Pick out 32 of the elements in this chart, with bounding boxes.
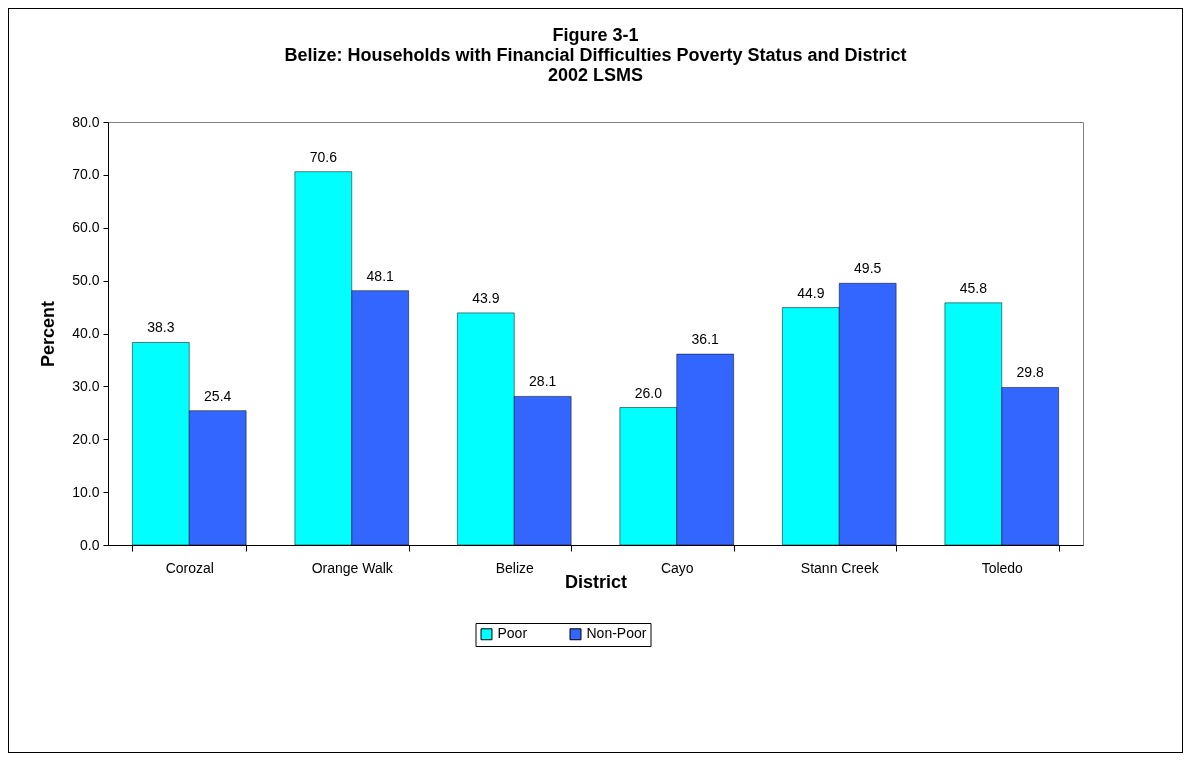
- y-tick-label: 80.0: [72, 113, 100, 130]
- data-label: 36.1: [691, 331, 720, 348]
- data-label: 29.8: [1016, 364, 1045, 381]
- data-label: 25.4: [204, 387, 232, 404]
- y-axis-title: Percent: [38, 300, 59, 368]
- data-label: 44.9: [797, 284, 825, 301]
- x-tick-label: Corozal: [165, 559, 214, 576]
- y-tick-label: 0.0: [80, 536, 100, 553]
- x-axis-title: District: [564, 571, 628, 592]
- legend-label: Poor: [497, 625, 528, 642]
- y-tick-label: 40.0: [72, 325, 100, 341]
- x-tick-label: Orange Walk: [311, 559, 394, 576]
- x-tick-label: Belize: [495, 559, 535, 576]
- data-label: 70.6: [309, 148, 338, 165]
- data-label: 48.1: [366, 267, 395, 284]
- data-label: 38.3: [147, 319, 175, 336]
- data-label: 26.0: [634, 384, 663, 401]
- y-tick-label: 70.0: [72, 166, 100, 183]
- y-tick-label: 30.0: [72, 377, 100, 394]
- data-label: 49.5: [854, 260, 882, 277]
- y-tick-label: 50.0: [72, 272, 100, 289]
- x-tick-label: Cayo: [660, 559, 694, 576]
- data-label: 43.9: [472, 289, 500, 306]
- data-label: 45.8: [959, 279, 988, 296]
- x-tick-label: Stann Creek: [800, 559, 880, 576]
- x-tick-label: Toledo: [981, 559, 1024, 576]
- data-label: 28.1: [529, 373, 557, 390]
- y-tick-label: 20.0: [72, 430, 100, 447]
- y-tick-label: 60.0: [72, 219, 100, 236]
- legend-label: Non-Poor: [586, 625, 647, 642]
- y-tick-label: 10.0: [72, 483, 100, 500]
- chart-title: Figure 3-1 Belize: Households with Financial Difficulties Poverty Status and District 2002 LSMS: [284, 25, 907, 85]
